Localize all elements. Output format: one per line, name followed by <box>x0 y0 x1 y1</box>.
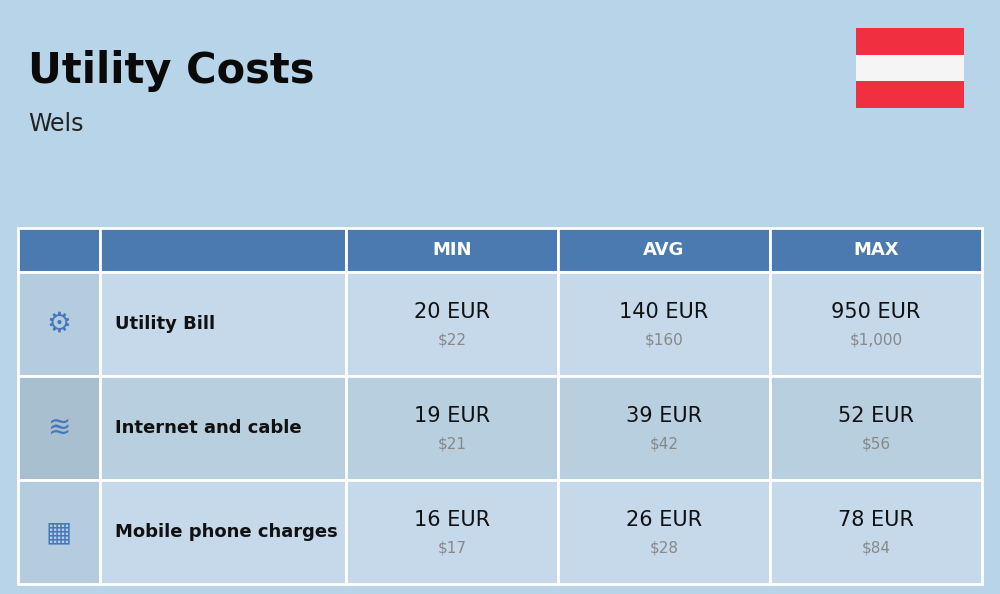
Text: MAX: MAX <box>853 241 899 259</box>
Text: 16 EUR: 16 EUR <box>414 510 490 529</box>
Text: 20 EUR: 20 EUR <box>414 302 490 321</box>
Text: Utility Bill: Utility Bill <box>115 315 215 333</box>
Text: $22: $22 <box>437 332 466 347</box>
Text: 52 EUR: 52 EUR <box>838 406 914 425</box>
Text: 140 EUR: 140 EUR <box>619 302 709 321</box>
Text: $42: $42 <box>649 436 678 451</box>
Text: 26 EUR: 26 EUR <box>626 510 702 529</box>
Text: $17: $17 <box>437 540 466 555</box>
Text: $1,000: $1,000 <box>849 332 903 347</box>
Text: Internet and cable: Internet and cable <box>115 419 301 437</box>
Text: MIN: MIN <box>432 241 472 259</box>
Text: $56: $56 <box>861 436 891 451</box>
Text: 39 EUR: 39 EUR <box>626 406 702 425</box>
Text: Mobile phone charges: Mobile phone charges <box>115 523 337 541</box>
Text: 19 EUR: 19 EUR <box>414 406 490 425</box>
Text: $21: $21 <box>437 436 466 451</box>
Text: ≋: ≋ <box>47 414 71 442</box>
Text: $28: $28 <box>649 540 678 555</box>
Text: ▦: ▦ <box>46 518 72 546</box>
Text: 78 EUR: 78 EUR <box>838 510 914 529</box>
Text: Wels: Wels <box>28 112 84 136</box>
Text: AVG: AVG <box>643 241 685 259</box>
Text: $84: $84 <box>861 540 890 555</box>
Text: Utility Costs: Utility Costs <box>28 50 314 92</box>
Text: ⚙: ⚙ <box>47 310 71 338</box>
Text: $160: $160 <box>645 332 683 347</box>
Text: 950 EUR: 950 EUR <box>831 302 921 321</box>
